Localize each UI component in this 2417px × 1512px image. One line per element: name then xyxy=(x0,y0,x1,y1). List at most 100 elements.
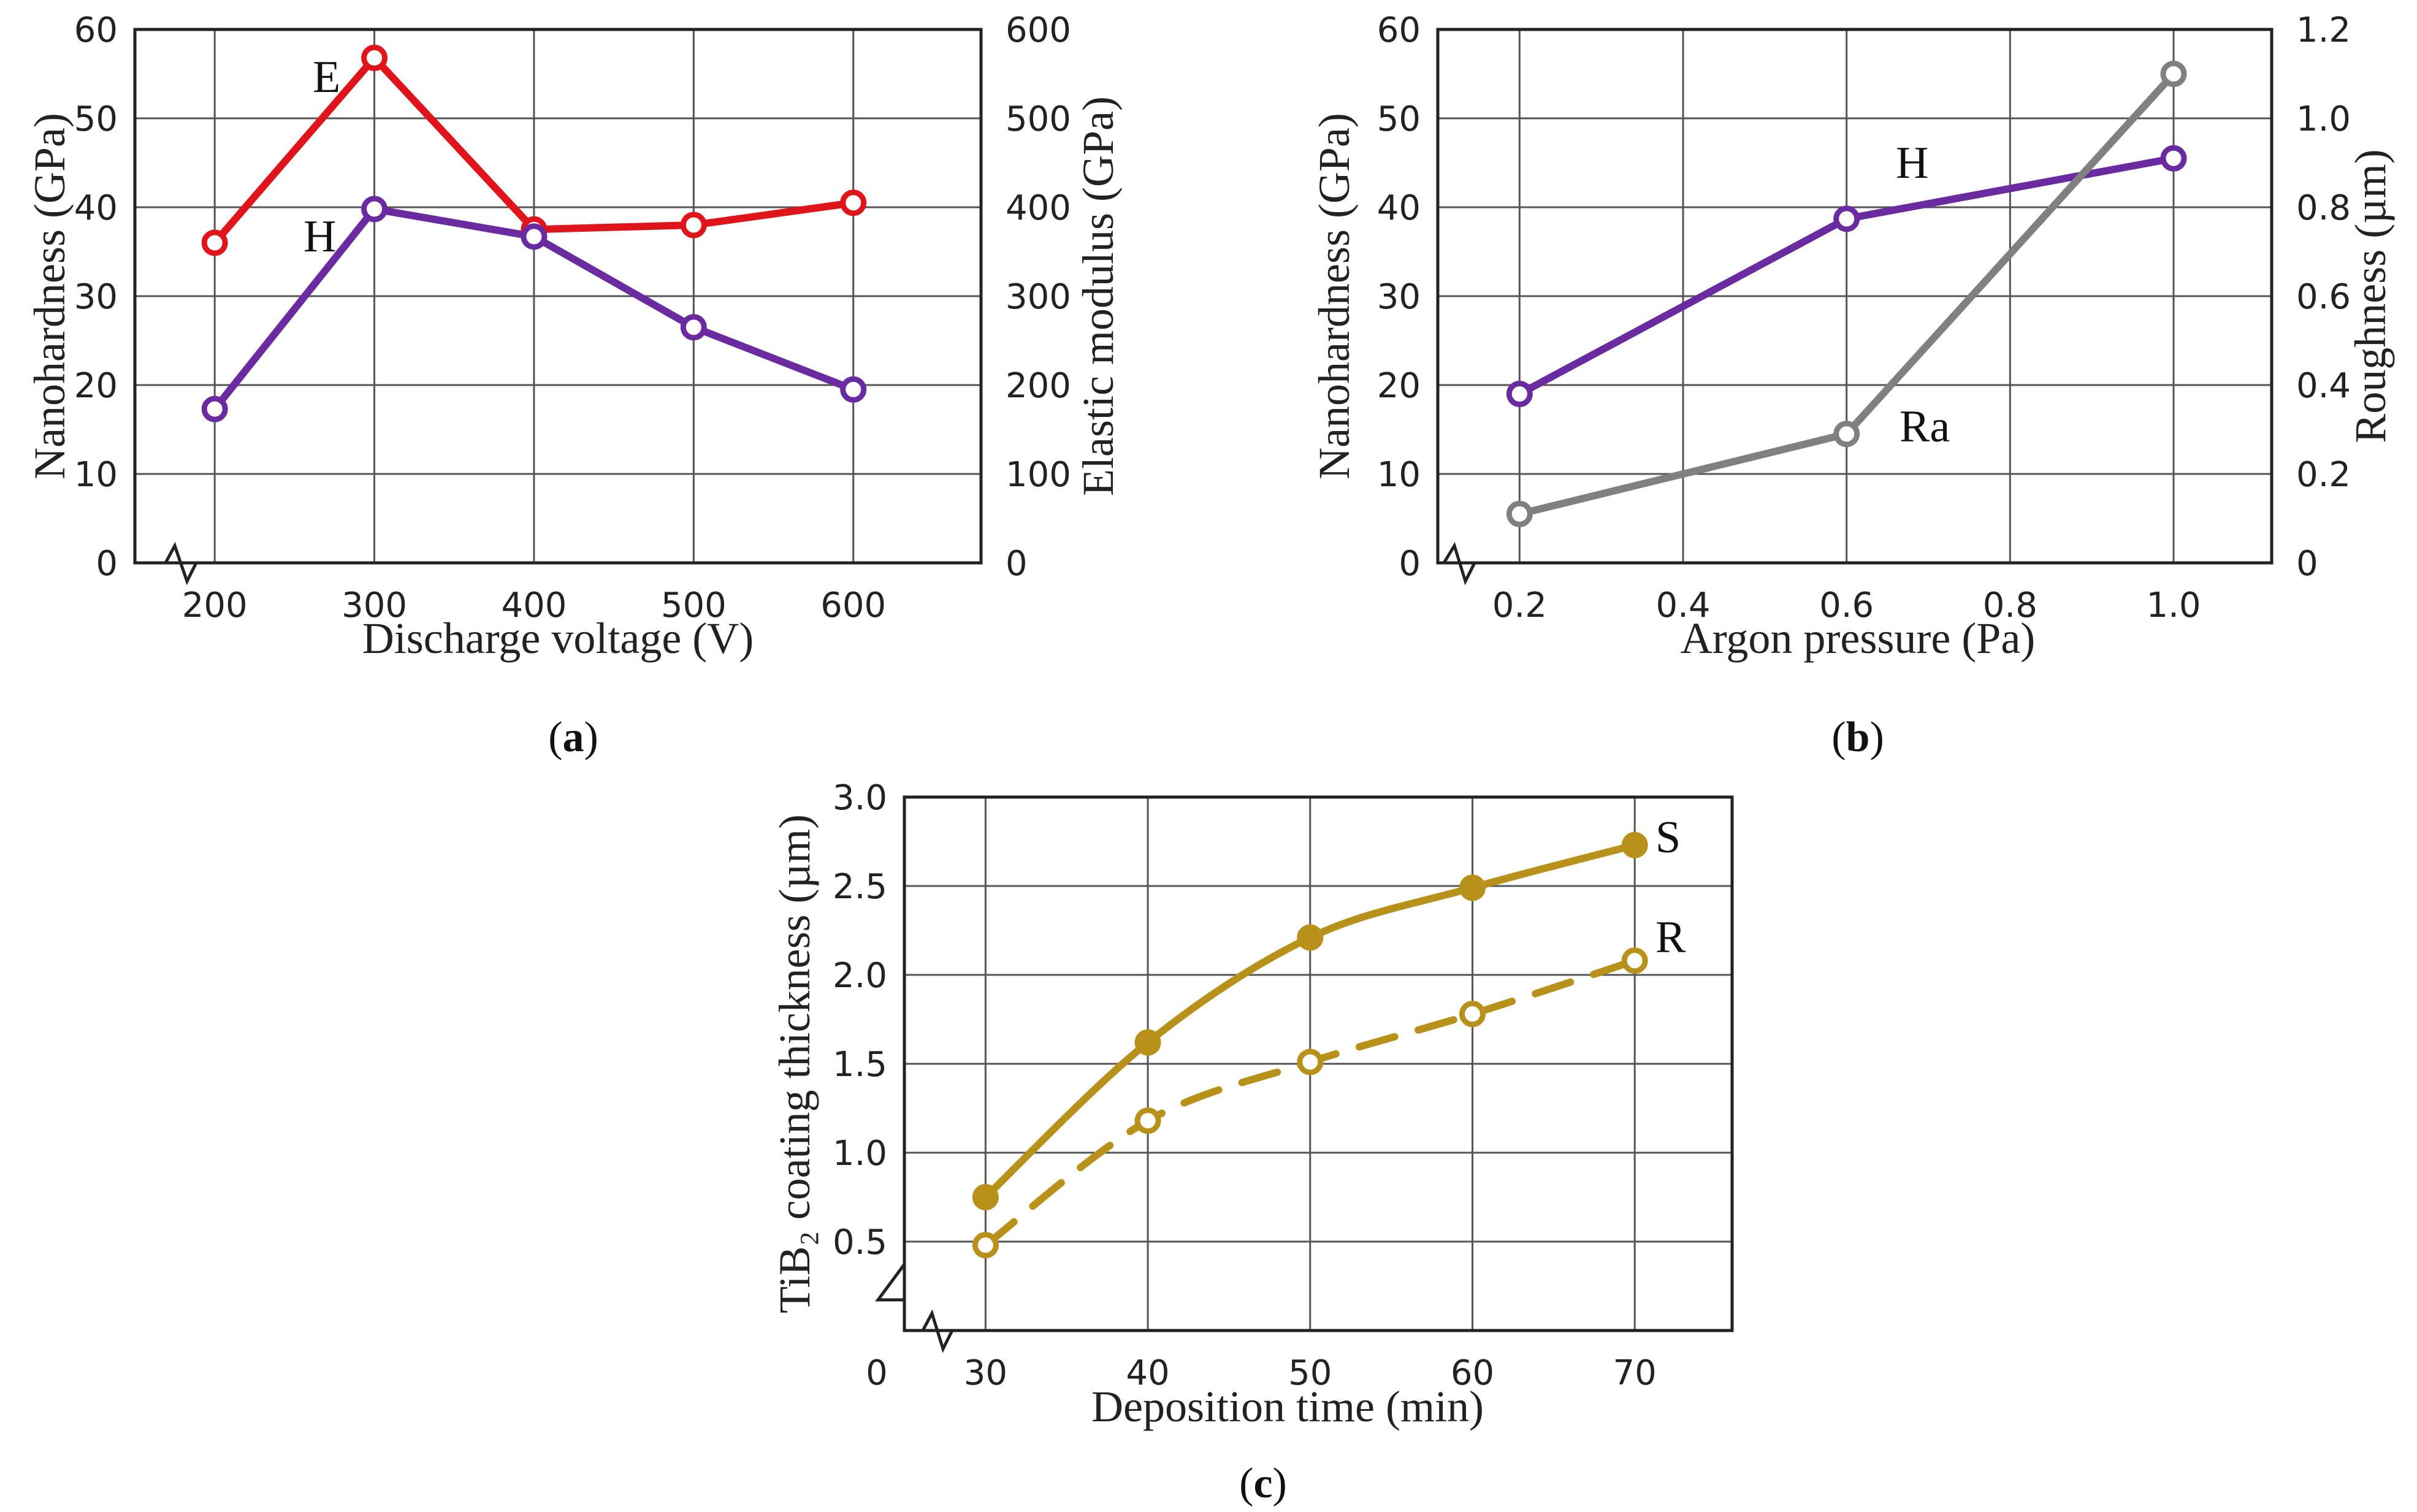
chart-c-series-s-point xyxy=(972,1184,999,1210)
chart-b-y-right-tick-label: 0.8 xyxy=(2296,188,2351,228)
chart-c-series-r-point xyxy=(1459,1001,1486,1028)
chart-c-x-origin-label: 0 xyxy=(866,1353,888,1393)
chart-c-series-label-s: S xyxy=(1655,812,1681,863)
chart-b-y-tick-label: 60 xyxy=(1377,10,1421,50)
chart-a-y-right-tick-label: 400 xyxy=(1006,188,1071,228)
chart-panel-c: 0.5 1.0 1.5 2.0 2.5 3.0 30 40 50 60 70 0 Depositio… xyxy=(770,778,1734,1507)
chart-a-series-label-h: H xyxy=(304,212,336,262)
chart-c-series-s-point xyxy=(1459,874,1486,901)
chart-b-y-tick-label: 50 xyxy=(1377,99,1421,139)
chart-a-x-tick-label: 500 xyxy=(661,586,727,625)
chart-a-y-tick-label: 40 xyxy=(74,188,118,228)
chart-c-y-tick-label: 2.5 xyxy=(833,867,887,907)
chart-a-x-tick-label: 200 xyxy=(182,586,248,625)
chart-b-y-right-tick-label: 0.6 xyxy=(2296,277,2351,317)
chart-c-y-tick-label: 1.5 xyxy=(833,1045,887,1085)
chart-a-y-tick-label: 50 xyxy=(74,99,118,139)
chart-b-y-right-tick-label: 0.2 xyxy=(2296,455,2351,495)
chart-b-y-right-tick-label: 1.0 xyxy=(2296,99,2351,139)
chart-b-series-h-point xyxy=(2160,145,2187,172)
chart-b-x-tick-label: 0.2 xyxy=(1492,586,1547,625)
chart-b-y-tick-label: 40 xyxy=(1377,188,1421,228)
chart-a-ylabel: Nanohardness (GPa) xyxy=(25,113,74,479)
chart-b-y-tick-label: 0 xyxy=(1399,544,1421,584)
chart-c-plot-area xyxy=(903,795,1734,1332)
chart-a-series-e-point xyxy=(840,189,867,216)
chart-c-y-tick-label: 0.5 xyxy=(833,1223,887,1262)
chart-b-y-tick-label: 10 xyxy=(1377,455,1421,495)
chart-a-y-tick-label: 30 xyxy=(74,277,118,317)
chart-c-x-tick-label: 70 xyxy=(1613,1353,1657,1393)
chart-a-series-h-point xyxy=(521,223,548,250)
chart-a-y-right-tick-label: 100 xyxy=(1006,455,1071,495)
chart-c-series-s-point xyxy=(1134,1029,1161,1056)
chart-a-y-tick-label: 10 xyxy=(74,455,118,495)
chart-a-series-e-point xyxy=(680,212,707,239)
chart-panel-b: 0 10 20 30 40 50 60 0 0.2 0.4 0.6 0.8 1.0 1.2 0.2 0.4 0.… xyxy=(1310,10,2395,761)
chart-c-series-r-point xyxy=(972,1232,999,1259)
chart-a-axis-break xyxy=(135,541,198,586)
chart-b-series-ra-point xyxy=(1833,421,1860,448)
chart-a-xlabel: Discharge voltage (V) xyxy=(362,614,754,663)
chart-a-ylabel-right: Elastic modulus (GPa) xyxy=(1074,96,1123,496)
chart-c-y-tick-label: 2.0 xyxy=(833,956,887,996)
chart-b-ylabel: Nanohardness (GPa) xyxy=(1310,113,1359,479)
chart-c-series-r-point xyxy=(1621,947,1648,974)
chart-a-series-h-point xyxy=(201,395,228,422)
chart-c-axis-break-y xyxy=(875,1259,906,1331)
chart-b-xlabel: Argon pressure (Pa) xyxy=(1681,614,2036,663)
chart-a-panel-label: (a) xyxy=(548,714,598,761)
chart-a-series-e-point xyxy=(361,44,388,71)
chart-a-y-right-tick-label: 600 xyxy=(1006,10,1071,50)
chart-a-y-right-tick-label: 200 xyxy=(1006,366,1071,406)
chart-a-y-right-tick-label: 300 xyxy=(1006,277,1071,317)
chart-c-panel-label: (c) xyxy=(1239,1460,1287,1507)
chart-a-y-tick-label: 20 xyxy=(74,366,118,406)
chart-c-series-r-point xyxy=(1134,1107,1161,1134)
chart-b-series-ra-point xyxy=(2160,61,2187,87)
chart-c-axis-break-x xyxy=(904,1309,954,1353)
chart-c-x-tick-label: 50 xyxy=(1288,1353,1332,1393)
chart-a-y-right-tick-label: 500 xyxy=(1006,99,1071,139)
chart-b-x-tick-label: 1.0 xyxy=(2146,586,2201,625)
chart-a-x-tick-label: 600 xyxy=(820,586,886,625)
chart-b-series-h-point xyxy=(1506,381,1533,407)
chart-b-series-label-ra: Ra xyxy=(1900,402,1950,452)
chart-a-series-h-point xyxy=(840,376,867,403)
chart-c-xlabel: Deposition time (min) xyxy=(1091,1382,1484,1431)
chart-b-x-tick-label: 0.8 xyxy=(1983,586,2037,625)
chart-a-series-label-e: E xyxy=(313,52,340,102)
chart-a-y-tick-label: 60 xyxy=(74,10,118,50)
chart-b-plot-area xyxy=(1436,28,2274,565)
chart-c-series-r-point xyxy=(1297,1048,1324,1075)
chart-b-y-tick-label: 20 xyxy=(1377,366,1421,406)
chart-c-x-tick-label: 40 xyxy=(1126,1353,1169,1393)
chart-b-x-tick-label: 0.6 xyxy=(1819,586,1874,625)
chart-b-series-h-point xyxy=(1833,205,1860,232)
chart-a-series-h-point xyxy=(361,196,388,223)
chart-a-y-right-tick-label: 0 xyxy=(1006,544,1028,584)
chart-c-x-tick-label: 30 xyxy=(964,1353,1007,1393)
chart-a-series-h-point xyxy=(680,314,707,341)
chart-c-ylabel: TiB₂ coating thickness (µm) xyxy=(770,814,819,1313)
chart-c-x-tick-label: 60 xyxy=(1451,1353,1494,1393)
chart-b-ylabel-right: Roughness (µm) xyxy=(2346,149,2395,443)
chart-c-y-tick-label: 1.0 xyxy=(833,1134,887,1174)
chart-a-x-tick-label: 400 xyxy=(501,586,567,625)
chart-b-axis-break xyxy=(1438,541,1476,586)
chart-c-series-label-r: R xyxy=(1655,912,1686,963)
chart-c-y-tick-label: 3.0 xyxy=(833,778,887,818)
chart-a-y-tick-label: 0 xyxy=(96,544,118,584)
chart-b-y-right-tick-label: 0 xyxy=(2296,544,2318,584)
chart-b-panel-label: (b) xyxy=(1831,714,1884,761)
chart-b-y-right-tick-label: 1.2 xyxy=(2296,10,2351,50)
chart-c-series-s-point xyxy=(1297,924,1324,951)
chart-b-series-ra-point xyxy=(1506,500,1533,527)
chart-c-series-s-point xyxy=(1621,831,1648,858)
chart-b-x-tick-label: 0.4 xyxy=(1655,586,1710,625)
chart-a-series-e-point xyxy=(201,229,228,256)
chart-a-plot-area xyxy=(133,28,983,565)
chart-a-x-tick-label: 300 xyxy=(342,586,407,625)
